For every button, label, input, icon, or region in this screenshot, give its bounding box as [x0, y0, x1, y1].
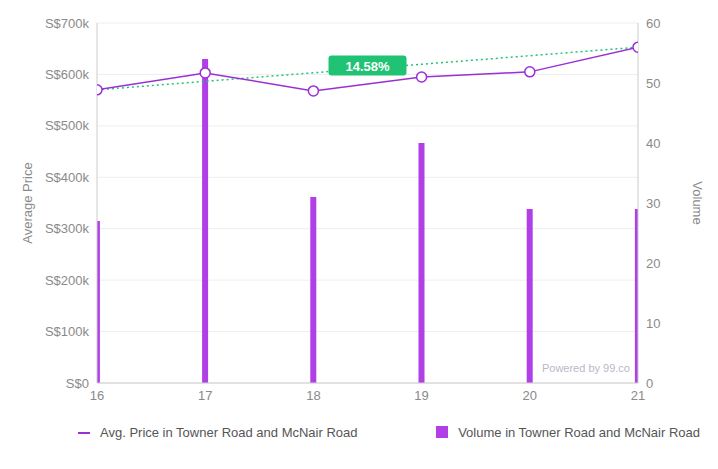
- svg-text:S$400k: S$400k: [45, 170, 90, 185]
- svg-text:0: 0: [646, 376, 653, 391]
- svg-text:S$600k: S$600k: [45, 67, 90, 82]
- svg-text:Average Price: Average Price: [20, 162, 35, 243]
- svg-text:20: 20: [523, 388, 537, 403]
- svg-text:S$200k: S$200k: [45, 273, 90, 288]
- svg-text:S$700k: S$700k: [45, 16, 90, 31]
- svg-text:40: 40: [646, 136, 660, 151]
- svg-text:30: 30: [646, 196, 660, 211]
- svg-text:S$0: S$0: [66, 376, 89, 391]
- html-text:Avg. Price in Towner Road and: Avg. Price in Towner Road and McNair Roa…: [100, 425, 358, 440]
- svg-text:21: 21: [631, 388, 645, 403]
- svg-text:S$500k: S$500k: [45, 118, 90, 133]
- svg-text:18: 18: [306, 388, 320, 403]
- svg-text:14.58%: 14.58%: [345, 59, 390, 74]
- svg-text:16: 16: [90, 388, 104, 403]
- svg-text:S$300k: S$300k: [45, 221, 90, 236]
- svg-text:60: 60: [646, 16, 660, 31]
- svg-text:Volume: Volume: [690, 181, 705, 224]
- svg-text:19: 19: [414, 388, 428, 403]
- svg-text:50: 50: [646, 76, 660, 91]
- svg-text:10: 10: [646, 316, 660, 331]
- svg-text:20: 20: [646, 256, 660, 271]
- svg-text:17: 17: [198, 388, 212, 403]
- html-text:Powered by 99.co: Powered by 99.co: [541, 362, 630, 374]
- html-text:Volume in Towner Road and McNa: Volume in Towner Road and McNair Road: [458, 425, 700, 440]
- svg-text:S$100k: S$100k: [45, 324, 90, 339]
